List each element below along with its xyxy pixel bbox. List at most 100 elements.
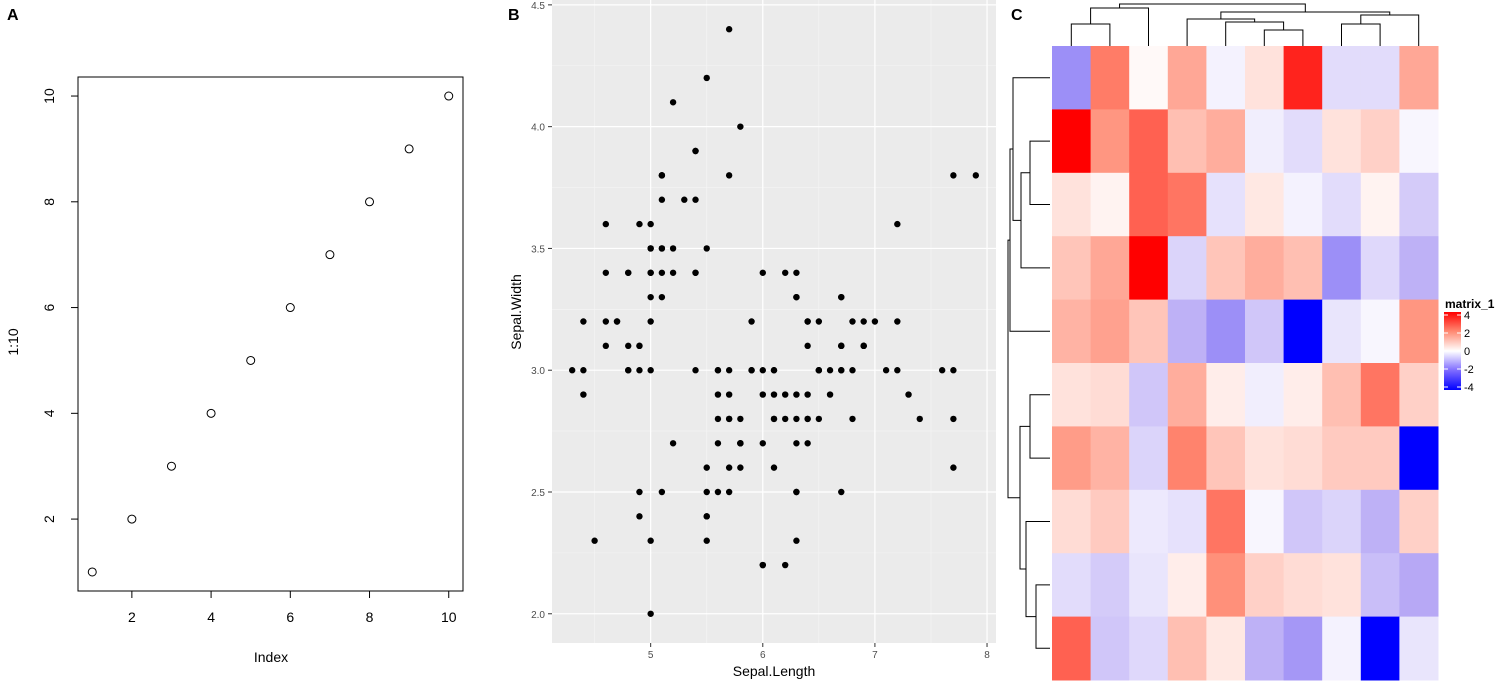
panel-b-point <box>669 245 677 252</box>
panel-b-point <box>625 367 632 374</box>
panel-b-x-tick-label: 5 <box>648 650 654 661</box>
panel-b-point <box>647 537 654 544</box>
panel-b-point <box>692 196 699 203</box>
panel-b-point <box>782 415 789 423</box>
row-dendrogram <box>1007 77 1050 649</box>
panel-b-point <box>613 318 621 325</box>
row-dendrogram-branch <box>1029 394 1050 459</box>
panel-b-point <box>636 488 643 496</box>
panel-b-point <box>658 269 666 276</box>
heatmap-cell <box>1399 489 1439 554</box>
panel-b-point <box>782 391 789 398</box>
panel-b-point <box>950 464 957 471</box>
panel-b-point <box>703 537 710 544</box>
panel-b-y-tick-label: 2.0 <box>531 610 545 621</box>
heatmap-cell <box>1052 426 1092 491</box>
heatmap-cell <box>1129 363 1169 427</box>
column-dendrogram-branch <box>1119 3 1306 12</box>
panel-b-point <box>759 367 766 374</box>
heatmap-cell <box>1399 299 1439 364</box>
panel-b-point <box>793 488 800 496</box>
heatmap-cell <box>1245 489 1285 554</box>
panel-b-point <box>938 367 946 374</box>
panel-a-point <box>206 408 216 418</box>
heatmap-cell <box>1322 172 1362 237</box>
heatmap-cell <box>1245 172 1285 237</box>
panel-b-point <box>950 415 957 423</box>
heatmap-cell <box>1206 46 1246 110</box>
heatmap-cell <box>1167 299 1207 364</box>
panel-b-point <box>860 318 867 325</box>
heatmap-cell <box>1322 299 1362 364</box>
panel-b-point <box>860 342 867 350</box>
heatmap-cell <box>1090 236 1130 301</box>
heatmap-cell <box>1206 299 1246 364</box>
panel-a-point <box>404 144 414 154</box>
panel-a-point <box>87 567 97 577</box>
panel-b-y-tick-label: 2.5 <box>531 488 545 499</box>
panel-b-point <box>647 293 654 301</box>
panel-b-y-axis-label: Sepal.Width <box>508 274 524 349</box>
panel-b-point <box>759 440 766 447</box>
panel-b-point <box>692 367 699 374</box>
panel-b-point <box>714 415 722 423</box>
heatmap-cell <box>1245 426 1285 491</box>
legend-color-bar <box>1444 312 1461 390</box>
panel-b-point <box>703 488 710 496</box>
panel-b-point <box>804 415 811 423</box>
heatmap-cell <box>1360 426 1400 491</box>
panel-a-point <box>285 303 295 313</box>
heatmap-cell <box>1283 172 1323 237</box>
heatmap-cell <box>1129 426 1169 491</box>
heatmap-cell <box>1052 299 1092 364</box>
panel-b-point <box>703 513 710 520</box>
panel-b-point <box>703 464 710 471</box>
panel-b-point <box>804 318 811 325</box>
panel-b-point <box>838 367 845 374</box>
heatmap-cell <box>1245 616 1285 681</box>
panel-tag-a: A <box>7 7 19 24</box>
heatmap-cell <box>1322 46 1362 110</box>
panel-b-point <box>950 172 957 179</box>
heatmap-cell <box>1399 363 1439 427</box>
panel-b-point <box>793 537 800 544</box>
panel-b-point <box>793 269 800 276</box>
panel-b-point <box>602 342 610 350</box>
heatmap-cell <box>1322 109 1362 174</box>
heatmap-cell <box>1399 616 1439 681</box>
panel-b-point <box>737 415 744 423</box>
heatmap-cell <box>1206 172 1246 237</box>
heatmap-cell <box>1090 46 1130 110</box>
panel-b-point <box>950 367 957 374</box>
heatmap-cell <box>1322 363 1362 427</box>
panel-a-point <box>127 514 137 524</box>
heatmap-cell <box>1167 363 1207 427</box>
heatmap-cell <box>1052 616 1092 681</box>
heatmap-cell <box>1052 489 1092 554</box>
panel-b-point <box>647 269 654 276</box>
heatmap-cell <box>1399 426 1439 491</box>
panel-b-point <box>916 415 923 423</box>
heatmap-cell <box>1322 553 1362 618</box>
heatmap-cell <box>1283 553 1323 618</box>
heatmap-cell <box>1283 363 1323 427</box>
panel-b-point <box>737 440 744 447</box>
heatmap-cell <box>1167 489 1207 554</box>
heatmap-cell <box>1283 426 1323 491</box>
panel-b-point <box>748 367 755 374</box>
heatmap-cell <box>1167 236 1207 301</box>
heatmap-cell <box>1399 172 1439 237</box>
panel-b-x-tick-label: 6 <box>760 650 766 661</box>
panel-b-point <box>782 269 789 276</box>
column-dendrogram-branch <box>1090 7 1149 46</box>
panel-a-x-tick-label: 4 <box>207 609 215 625</box>
panel-b-x-tick-label: 7 <box>872 650 878 661</box>
panel-b-point <box>669 99 677 106</box>
panel-c-heatmap: matrix_1 4 2 0 -2 -4 <box>1007 3 1495 681</box>
panel-b-point <box>770 415 778 423</box>
panel-a-x-tick-label: 8 <box>366 609 374 625</box>
panel-a-y-tick-label: 4 <box>41 409 57 417</box>
panel-b-point <box>894 367 901 374</box>
panel-b-point <box>580 391 587 398</box>
panel-b-point <box>838 488 845 496</box>
